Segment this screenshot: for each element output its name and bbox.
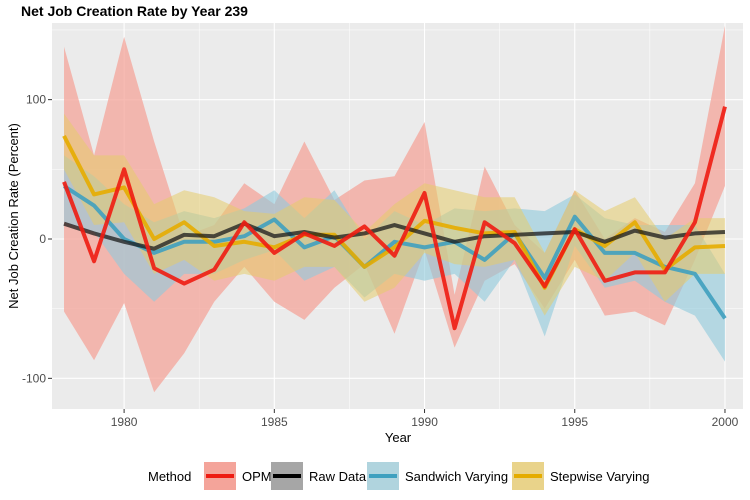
legend: Method OPM Raw Data Sandwich Varying Ste… <box>148 462 649 490</box>
x-tick-label: 1980 <box>111 415 138 429</box>
legend-label-stepwise-varying: Stepwise Varying <box>550 469 649 484</box>
chart-title: Net Job Creation Rate by Year 239 <box>21 3 248 19</box>
legend-title: Method <box>148 469 191 484</box>
series-lines <box>62 106 727 331</box>
legend-key-sandwich-varying: Sandwich Varying <box>367 462 508 490</box>
y-tick-label: 100 <box>26 93 46 107</box>
line-opm <box>62 106 727 331</box>
confidence-bands <box>64 25 725 393</box>
line-sandwich-varying <box>62 184 727 320</box>
x-axis-title: Year <box>385 430 412 445</box>
x-tick-label: 2000 <box>712 415 739 429</box>
legend-key-stepwise-varying: Stepwise Varying <box>512 462 649 490</box>
legend-key-opm: OPM <box>204 462 272 490</box>
y-axis: -100 0 100 <box>22 93 52 385</box>
x-tick-label: 1990 <box>411 415 438 429</box>
line-raw-data <box>63 221 726 251</box>
x-tick-label: 1985 <box>261 415 288 429</box>
y-tick-label: 0 <box>39 232 46 246</box>
y-tick-label: -100 <box>22 371 46 385</box>
legend-label-raw-data: Raw Data <box>309 469 367 484</box>
legend-label-opm: OPM <box>242 469 272 484</box>
x-axis: 1980 1985 1990 1995 2000 <box>111 409 739 429</box>
x-tick-label: 1995 <box>561 415 588 429</box>
legend-key-raw-data: Raw Data <box>271 462 367 490</box>
y-axis-title: Net Job Creation Rate (Percent) <box>6 123 21 309</box>
band-stepwise-varying <box>64 113 725 316</box>
legend-label-sandwich-varying: Sandwich Varying <box>405 469 508 484</box>
